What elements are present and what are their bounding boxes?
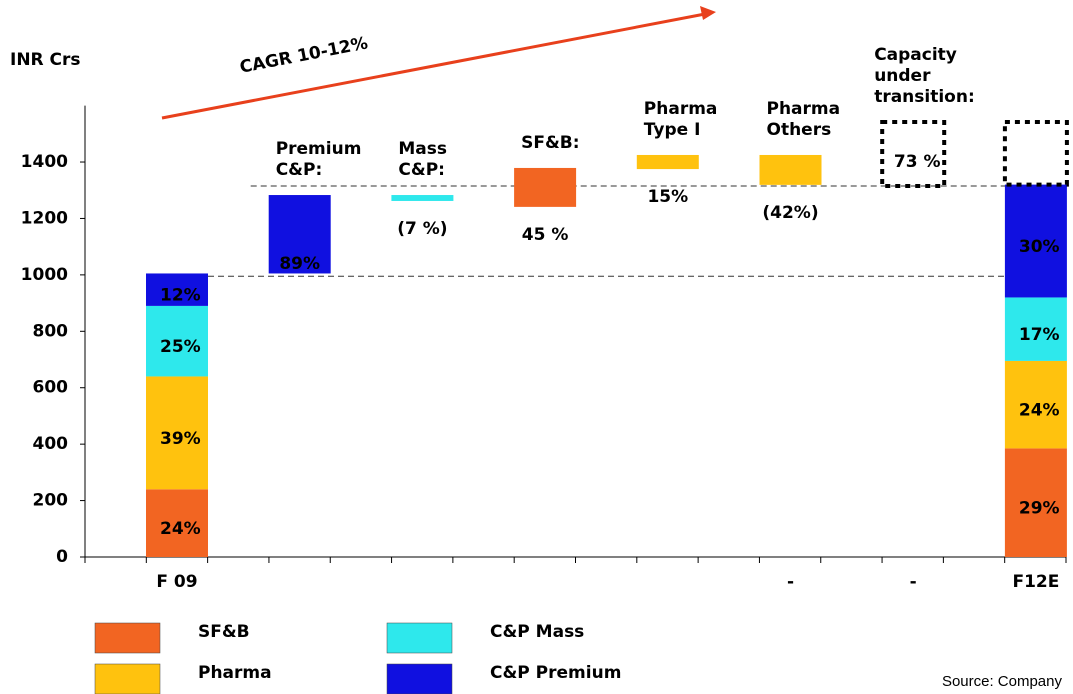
dotted-box [1002, 119, 1069, 187]
step-label: Premium [276, 139, 362, 159]
bar-segment [1004, 448, 1067, 557]
segment-label: 24% [160, 519, 201, 539]
y-axis-title: INR Crs [10, 50, 81, 70]
x-tick-label: - [910, 572, 917, 592]
bar-segment [1004, 184, 1067, 298]
segment-label: 29% [1019, 499, 1060, 519]
cagr-arrowhead [700, 6, 716, 20]
y-tick-label: 200 [33, 491, 69, 511]
bar-segment [146, 273, 208, 306]
bar-segment [1004, 297, 1067, 361]
segment-label: 25% [160, 337, 201, 357]
legend-label: Pharma [198, 663, 272, 683]
bar-segment [146, 305, 208, 377]
step-label: Capacity [874, 45, 957, 65]
legend-swatch [94, 663, 161, 694]
step-bar [268, 195, 331, 274]
y-tick-label: 600 [33, 378, 69, 398]
step-value-label: 45 % [522, 225, 569, 245]
step-value-label: (42%) [762, 203, 818, 223]
legend-label: C&P Mass [490, 622, 584, 642]
step-label: C&P: [276, 160, 323, 180]
step-value-label: 89% [279, 254, 320, 274]
step-value-label: 73 % [894, 152, 941, 172]
cagr-annotation: CAGR 10-12% [238, 33, 369, 77]
step-label: SF&B: [521, 133, 579, 153]
x-tick-label: F 09 [156, 572, 197, 592]
bar-segment [1004, 360, 1067, 449]
y-tick-label: 0 [56, 547, 68, 567]
y-tick-label: 800 [33, 321, 69, 341]
bar-segment [146, 489, 208, 557]
step-value-label: 15% [647, 187, 688, 207]
dotted-box [880, 119, 947, 189]
segment-label: 12% [160, 286, 201, 306]
step-label: Pharma [767, 99, 841, 119]
source: Source: Company [942, 673, 1063, 690]
y-tick-label: 400 [33, 434, 69, 454]
step-bar [759, 154, 822, 185]
segment-label: 39% [160, 429, 201, 449]
y-tick-label: 1200 [21, 208, 68, 228]
bar-segment [146, 376, 208, 490]
segment-label: 24% [1019, 401, 1060, 421]
legend-swatch [386, 622, 453, 654]
step-label: Pharma [644, 99, 718, 119]
step-bar [391, 195, 454, 201]
step-label: under [874, 66, 931, 86]
step-label: transition: [874, 87, 975, 107]
segment-label: 17% [1019, 325, 1060, 345]
step-value-label: (7 %) [397, 219, 447, 239]
step-label: Others [767, 120, 832, 140]
legend-swatch [386, 663, 453, 694]
legend-label: C&P Premium [490, 663, 621, 683]
y-tick-label: 1000 [21, 265, 68, 285]
step-bar [514, 167, 577, 207]
step-bar [636, 154, 699, 170]
x-tick-label: - [787, 572, 794, 592]
step-label: C&P: [398, 160, 445, 180]
step-label: Type I [644, 120, 701, 140]
step-label: Mass [398, 139, 447, 159]
x-tick-label: F12E [1012, 572, 1059, 592]
legend-label: SF&B [198, 622, 250, 642]
segment-label: 30% [1019, 237, 1060, 257]
cagr-arrow [161, 12, 706, 120]
y-tick-label: 1400 [21, 152, 68, 172]
legend-swatch [94, 622, 161, 654]
